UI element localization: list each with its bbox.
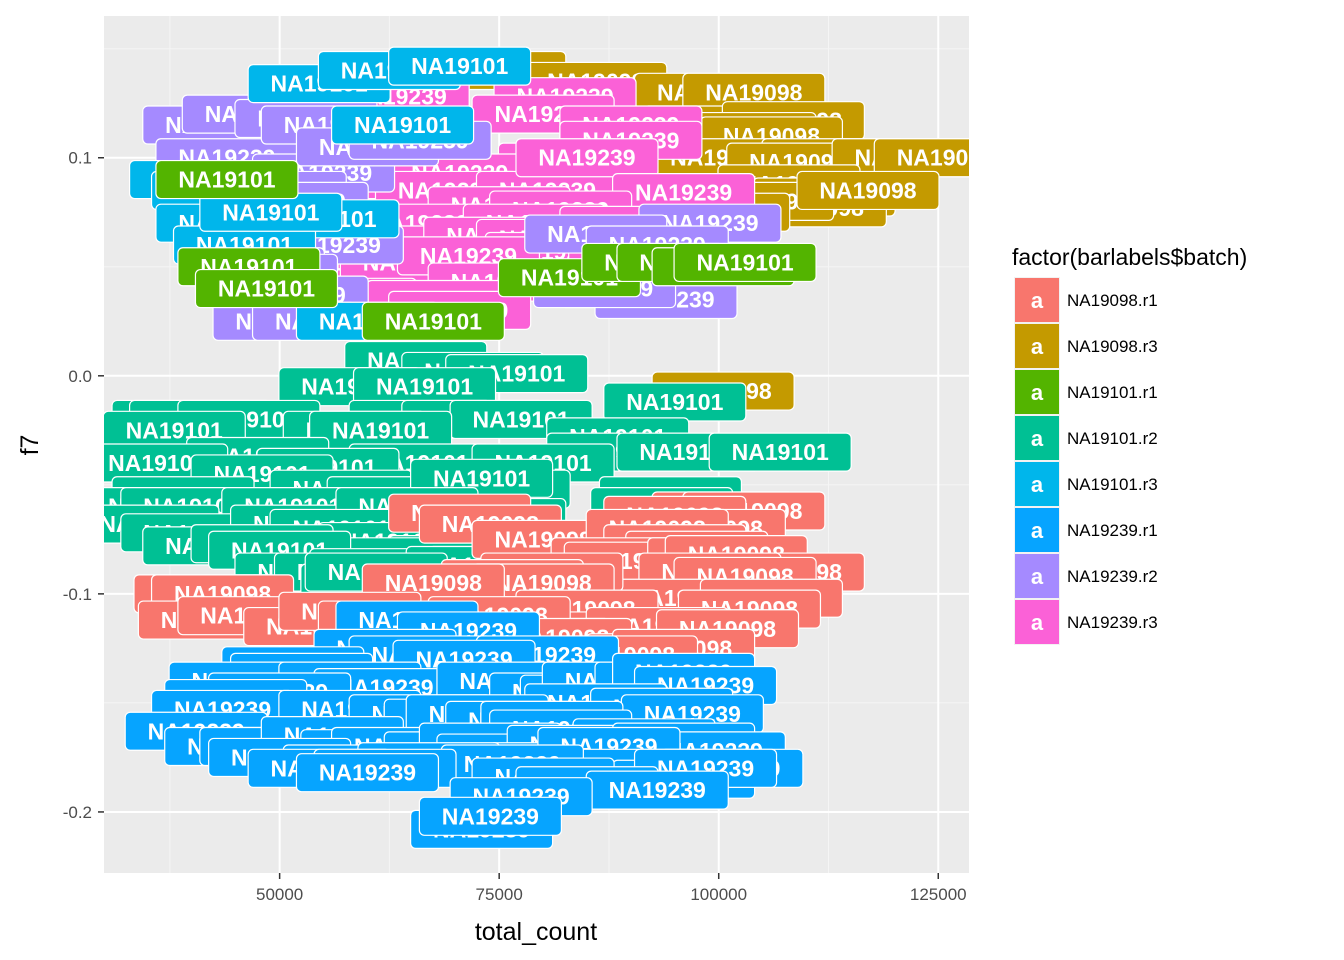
data-label: NA19239 [611, 173, 756, 213]
data-label: NA19101 [155, 159, 299, 200]
x-axis-title: total_count [475, 918, 597, 946]
data-label-text: NA19101 [433, 465, 530, 491]
data-label-box [194, 268, 339, 309]
y-tick-label: 0.1 [68, 149, 92, 168]
legend-label: NA19101.r2 [1067, 429, 1158, 448]
x-tick-label: 100000 [690, 885, 747, 904]
data-label: NA19101 [199, 192, 343, 232]
x-tick-label: 125000 [910, 885, 967, 904]
legend-entry: a NA19101.r2 [1014, 415, 1158, 461]
data-label-text: NA19101 [626, 389, 723, 415]
data-label-text: NA19101 [376, 374, 473, 400]
legend-label: NA19239.r2 [1067, 567, 1158, 586]
data-label-text: NA19101 [178, 167, 275, 193]
y-axis-title: f7 [16, 435, 44, 456]
legend-entry: a NA19239.r3 [1014, 599, 1158, 645]
data-label: NA19098 [796, 170, 940, 211]
data-label: NA19101 [361, 301, 505, 341]
legend-key [1015, 600, 1059, 644]
legend-key-glyph: a [1031, 380, 1044, 405]
data-label: NA19239 [418, 796, 562, 836]
legend-label: NA19239.r1 [1067, 521, 1158, 540]
legend-entry: a NA19098.r3 [1014, 323, 1158, 369]
legend-key-glyph: a [1031, 288, 1044, 313]
legend-key-glyph: a [1031, 564, 1044, 589]
data-label-text: NA19101 [411, 53, 508, 79]
y-axis: 0.1 0.0 -0.1 -0.2 [63, 149, 104, 822]
data-label-text: NA19239 [442, 803, 539, 829]
data-label-text: NA19101 [218, 276, 315, 302]
data-label-box [708, 432, 852, 472]
data-label-text: NA19101 [222, 199, 319, 225]
legend: factor(barlabels$batch) a NA19098.r1 a NA19… [1012, 244, 1247, 645]
data-label-text: NA19239 [319, 760, 416, 786]
data-label-text: NA19101 [385, 308, 482, 334]
data-label-text: NA19098 [819, 177, 916, 203]
legend-entry: a NA19101.r3 [1014, 461, 1158, 507]
data-label-box [155, 159, 299, 200]
legend-entry: a NA19239.r2 [1014, 553, 1158, 599]
data-label: NA19239 [295, 753, 440, 793]
data-label-box [796, 170, 940, 211]
legend-key-glyph: a [1031, 518, 1044, 543]
data-label: NA19098 [873, 138, 994, 178]
legend-entry: a NA19239.r1 [1014, 507, 1158, 553]
legend-label: NA19098.r1 [1067, 291, 1158, 310]
data-label-text: NA19101 [732, 439, 829, 465]
data-label-text: NA19101 [354, 112, 451, 138]
legend-key-glyph: a [1031, 426, 1044, 451]
y-tick-label: 0.0 [68, 367, 92, 386]
y-tick-label: -0.2 [63, 803, 92, 822]
data-label-box [673, 242, 817, 283]
legend-key [1015, 324, 1059, 368]
x-axis: 50000 75000 100000 125000 [256, 873, 967, 904]
legend-entry: a NA19098.r1 [1014, 277, 1158, 323]
data-label-box [361, 301, 505, 341]
legend-label: NA19101.r1 [1067, 383, 1158, 402]
legend-key [1015, 416, 1059, 460]
data-label-text: NA19239 [635, 180, 732, 206]
x-tick-label: 50000 [256, 885, 303, 904]
data-label: NA19239 [585, 770, 729, 810]
data-label: NA19101 [673, 242, 817, 283]
data-label-text: NA19239 [538, 145, 635, 171]
data-label: NA19239 [515, 138, 659, 178]
data-label-box [418, 796, 562, 836]
data-label-text: NA19098 [705, 79, 802, 105]
legend-label: NA19098.r3 [1067, 337, 1158, 356]
legend-key-glyph: a [1031, 472, 1044, 497]
data-label: NA19101 [309, 410, 453, 450]
data-label-box [388, 46, 532, 86]
data-label-text: NA19098 [385, 570, 482, 596]
data-label-text: NA19101 [696, 249, 793, 275]
data-label: NA19101 [194, 268, 339, 309]
data-label-text: NA19101 [332, 417, 429, 443]
data-label-text: NA19239 [609, 777, 706, 803]
legend-title: factor(barlabels$batch) [1012, 244, 1247, 270]
data-label-box [295, 753, 440, 793]
data-label-box [873, 138, 969, 178]
data-label: NA19101 [330, 105, 475, 145]
legend-key [1015, 462, 1059, 506]
legend-key [1015, 370, 1059, 414]
y-tick-label: -0.1 [63, 585, 92, 604]
legend-label: NA19101.r3 [1067, 475, 1158, 494]
data-label-text: NA19101 [108, 450, 205, 476]
legend-key-glyph: a [1031, 610, 1044, 635]
data-label-box [330, 105, 475, 145]
legend-key [1015, 508, 1059, 552]
data-label: NA19101 [708, 432, 852, 472]
data-label: NA19101 [388, 46, 532, 86]
legend-label: NA19239.r3 [1067, 613, 1158, 632]
data-label: NA19101 [603, 382, 747, 422]
legend-entry: a NA19101.r1 [1014, 369, 1158, 415]
legend-key [1015, 278, 1059, 322]
legend-key-glyph: a [1031, 334, 1044, 359]
legend-key [1015, 554, 1059, 598]
data-label-text: NA19098 [897, 145, 994, 171]
x-tick-label: 75000 [476, 885, 523, 904]
data-label-box [515, 138, 659, 178]
